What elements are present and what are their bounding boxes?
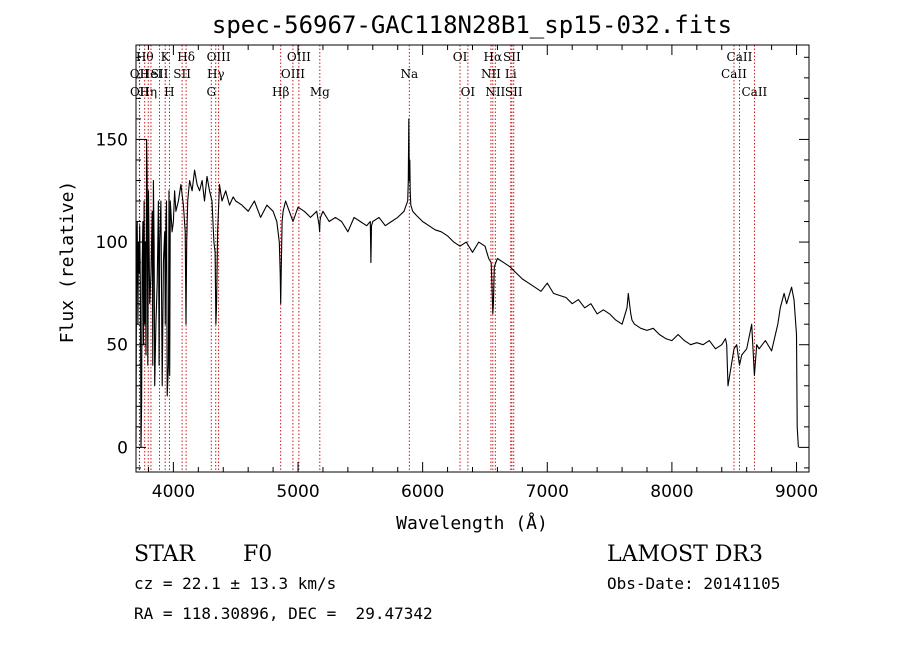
spectral-subclass: F0: [243, 542, 272, 567]
x-tick-label-5: 9000: [775, 482, 818, 502]
y-tick-label-0: 0: [117, 438, 128, 458]
marker-label-27: CaII: [727, 50, 753, 64]
plot-frame: [135, 44, 810, 473]
chart-title: spec-56967-GAC118N28B1_sp15-032.fits: [212, 11, 732, 39]
marker-label-12: OIII: [207, 50, 231, 64]
axis-ticks: 4000 5000 6000 7000 8000 9000 0 50 100 150: [96, 45, 818, 502]
x-tick-label-2: 6000: [401, 482, 444, 502]
marker-label-5: SII: [151, 67, 169, 81]
marker-label-13: Hβ: [272, 85, 289, 99]
x-tick-label-0: 4000: [152, 482, 195, 502]
marker-label-20: NII: [481, 67, 501, 81]
y-tick-label-3: 150: [96, 130, 128, 150]
x-axis-label: Wavelength (Å): [396, 512, 548, 534]
series-group: [135, 118, 799, 448]
marker-label-9: SII: [173, 67, 191, 81]
marker-label-24: SII: [503, 50, 521, 64]
marker-label-11: Hγ: [207, 67, 225, 81]
marker-label-28: CaII: [741, 85, 767, 99]
y-tick-label-2: 100: [96, 233, 128, 253]
x-tick-label-4: 8000: [650, 482, 693, 502]
y-tick-label-1: 50: [106, 336, 128, 356]
marker-label-21: Hα: [484, 50, 503, 64]
marker-label-14: OIII: [281, 67, 305, 81]
marker-label-15: OIII: [287, 50, 311, 64]
marker-label-7: H: [164, 85, 174, 99]
marker-label-25: SII: [505, 85, 523, 99]
x-tick-label-1: 5000: [276, 482, 319, 502]
marker-label-18: OI: [453, 50, 468, 64]
line-markers: OIIOIIHθHηHeISIIKHHδSIIGHγOIIIHβOIIIOIII…: [130, 45, 768, 472]
obs-date: Obs-Date: 20141105: [607, 574, 780, 593]
marker-label-22: NII: [485, 85, 505, 99]
y-axis-label: Flux (relative): [57, 181, 78, 344]
marker-label-16: Mg: [310, 85, 330, 99]
marker-label-6: K: [161, 50, 171, 64]
coordinates: RA = 118.30896, DEC = 29.47342: [134, 604, 433, 623]
marker-label-10: G: [206, 85, 216, 99]
marker-label-3: Hη: [139, 85, 157, 99]
marker-label-2: Hθ: [136, 50, 154, 64]
x-tick-label-3: 7000: [526, 482, 569, 502]
object-class: STAR: [134, 542, 196, 567]
marker-label-17: Na: [400, 67, 418, 81]
marker-label-23: Li: [505, 67, 517, 81]
marker-label-4: HeI: [140, 67, 163, 81]
series-line-0: [135, 118, 799, 448]
marker-label-19: OI: [461, 85, 476, 99]
marker-label-26: CaII: [721, 67, 747, 81]
redshift-value: cz = 22.1 ± 13.3 km/s: [134, 574, 336, 593]
marker-label-8: Hδ: [177, 50, 195, 64]
survey-name: LAMOST DR3: [607, 542, 763, 567]
